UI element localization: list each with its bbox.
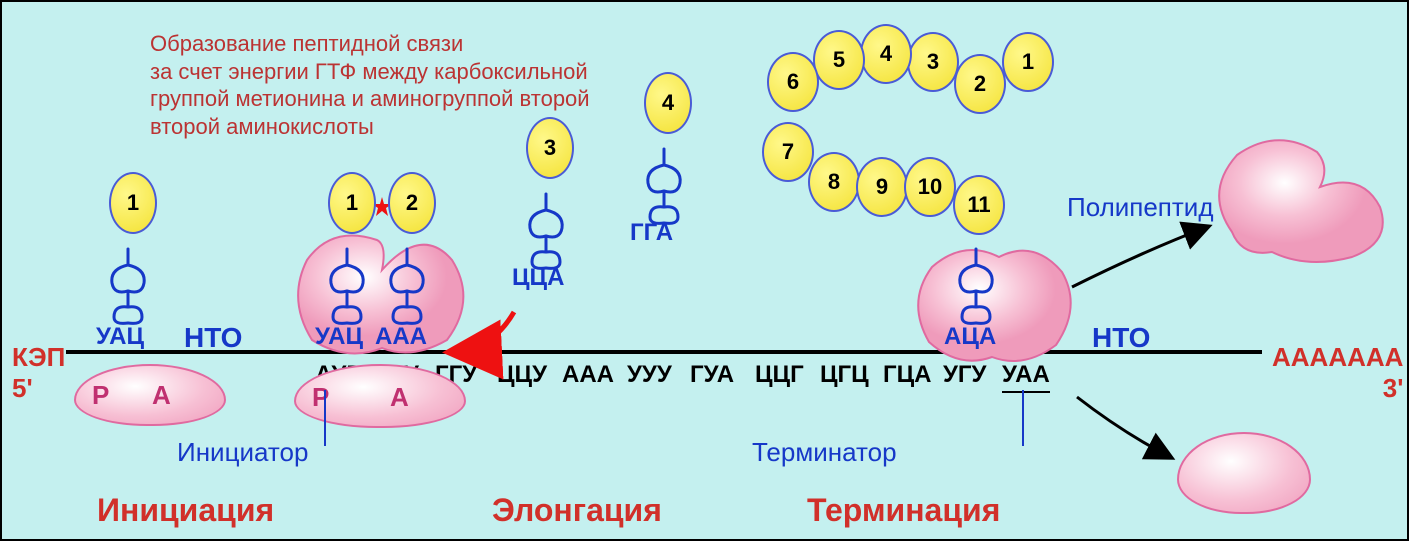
trna-term-aa: 11 <box>953 175 1005 235</box>
released-subunit <box>1177 432 1311 514</box>
codon-6: ГУА <box>690 361 734 389</box>
phase-initiation: Инициация <box>97 492 274 529</box>
to-subunit <box>1077 397 1170 457</box>
codon-4: ААА <box>562 361 614 389</box>
chain-aa-6: 6 <box>767 52 819 112</box>
trna-p-aa: 1 <box>328 172 376 234</box>
nto-left-label: НТО <box>184 322 242 354</box>
phase-termination: Терминация <box>807 492 1000 529</box>
codon-5: УУУ <box>627 361 672 389</box>
to-protein <box>1072 227 1207 287</box>
ribo-init-a-site: A <box>152 380 171 411</box>
trna-a <box>379 247 435 325</box>
ribo-init-p-site: P <box>92 380 109 411</box>
trna-p <box>319 247 375 325</box>
trna-term <box>948 247 1004 325</box>
chain-aa-9: 9 <box>856 157 908 217</box>
trna-init-aa: 1 <box>109 172 157 234</box>
codon-8: ЦГЦ <box>820 361 869 389</box>
initiator-label: Инициатор <box>177 437 308 468</box>
terminator-line <box>1022 390 1024 446</box>
chain-aa-10: 10 <box>904 157 956 217</box>
trna-p-anticodon: УАЦ <box>315 323 363 351</box>
chain-aa-4: 4 <box>860 24 912 84</box>
trna-incoming-2 <box>636 147 692 225</box>
codon-7: ЦЦГ <box>755 361 804 389</box>
chain-aa-1: 1 <box>1002 32 1054 92</box>
polya-label: ААААААА3' <box>1272 342 1403 404</box>
ribo-elong-a-site: A <box>390 382 409 413</box>
phase-elongation: Элонгация <box>492 492 662 529</box>
initiator-line <box>324 390 326 446</box>
trna-a-aa: 2 <box>388 172 436 234</box>
trna-incoming-2-aa: 4 <box>644 72 692 134</box>
chain-aa-5: 5 <box>813 30 865 90</box>
trna-incoming-1-anticodon: ЦЦА <box>512 264 564 292</box>
cap-label: КЭП5' <box>12 342 65 404</box>
trna-init <box>100 247 156 325</box>
chain-aa-2: 2 <box>954 54 1006 114</box>
trna-incoming-1-aa: 3 <box>526 117 574 179</box>
trna-incoming-1 <box>518 192 574 270</box>
description-text: Образование пептидной связи за счет энер… <box>150 30 590 140</box>
trna-term-anticodon: АЦА <box>944 323 996 351</box>
chain-aa-8: 8 <box>808 152 860 212</box>
trna-init-anticodon: УАЦ <box>96 323 144 351</box>
chain-aa-7: 7 <box>762 122 814 182</box>
trna-a-anticodon: ААА <box>375 323 427 351</box>
codon-3: ЦЦУ <box>497 361 547 389</box>
terminator-label: Терминатор <box>752 437 897 468</box>
mrna-strand <box>66 350 1262 354</box>
nto-right-label: НТО <box>1092 322 1150 354</box>
released-protein <box>1212 137 1392 267</box>
trna-incoming-2-anticodon: ГГА <box>630 219 673 247</box>
chain-aa-3: 3 <box>907 32 959 92</box>
ribo-elong-p-site: P <box>312 382 329 413</box>
polypeptide-label: Полипептид <box>1067 192 1214 223</box>
